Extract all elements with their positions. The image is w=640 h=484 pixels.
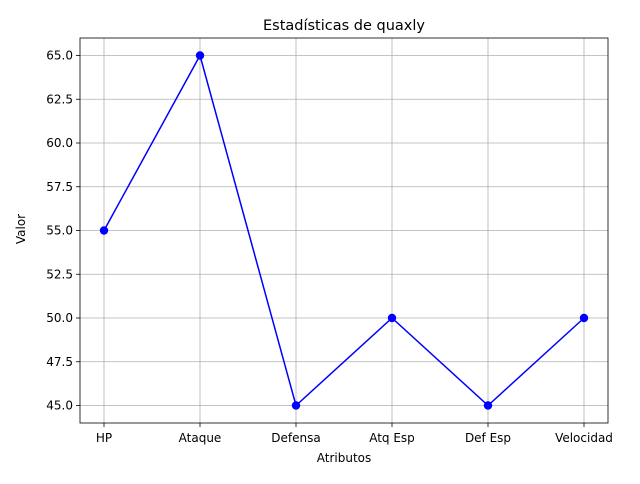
data-point	[483, 401, 493, 410]
x-tick-label: Ataque	[179, 431, 222, 445]
y-tick-label: 62.5	[46, 92, 73, 106]
series-layer	[99, 51, 589, 410]
chart-title: Estadísticas de quaxly	[263, 18, 425, 34]
y-tick-label: 47.5	[46, 355, 73, 369]
x-tick-label: Atq Esp	[369, 431, 415, 445]
y-tick-label: 57.5	[46, 180, 73, 194]
y-tick-label: 55.0	[46, 224, 73, 238]
y-tick-label: 52.5	[46, 267, 73, 281]
y-tick-label: 45.0	[46, 399, 73, 413]
y-tick-label: 60.0	[46, 136, 73, 150]
data-point	[195, 51, 205, 60]
data-point	[291, 401, 301, 410]
y-tick-label: 50.0	[46, 311, 73, 325]
x-axis-ticks: HP Ataque Defensa Atq Esp Def Esp Velocidad	[96, 423, 613, 445]
data-point	[99, 226, 109, 235]
x-tick-label: HP	[96, 431, 112, 445]
x-tick-label: Def Esp	[465, 431, 511, 445]
x-tick-label: Defensa	[271, 431, 320, 445]
x-tick-label: Velocidad	[555, 431, 613, 445]
y-axis-ticks: 45.0 47.5 50.0 52.5 55.0 57.5 60.0 62.5 65.0	[46, 49, 80, 413]
grid-layer	[80, 38, 608, 423]
y-axis-label: Valor	[14, 214, 28, 244]
data-point	[387, 313, 397, 323]
data-point	[579, 313, 589, 323]
y-tick-label: 65.0	[46, 49, 73, 63]
series-line	[103, 53, 585, 407]
x-axis-label: Atributos	[317, 451, 372, 465]
